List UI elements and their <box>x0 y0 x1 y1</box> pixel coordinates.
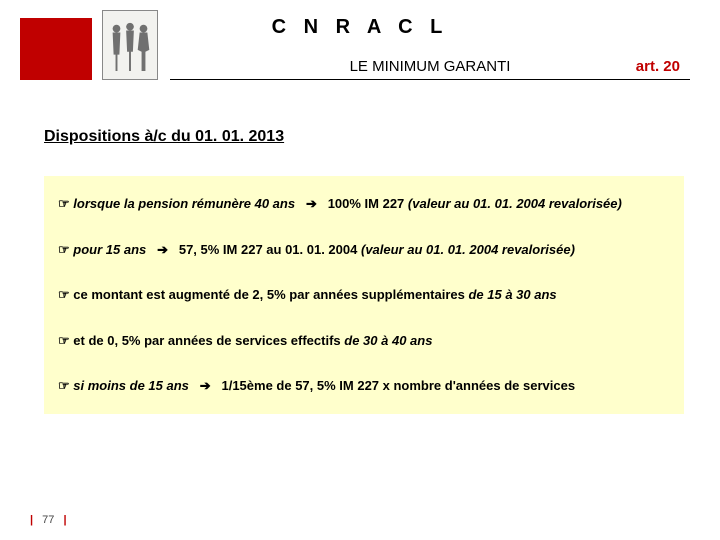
slide-footer: | 77 | <box>24 514 73 526</box>
bullet-tail: de 30 à 40 ans <box>344 333 432 348</box>
bullet-item: ☞ pour 15 ans ➔ 57, 5% IM 227 au 01. 01.… <box>58 240 670 260</box>
bullet-prefix: pour 15 ans <box>73 242 146 257</box>
footer-bar-icon: | <box>63 514 66 526</box>
bullet-item: ☞ et de 0, 5% par années de services eff… <box>58 331 670 351</box>
pointing-hand-icon: ☞ <box>58 196 70 211</box>
page-subtitle: LE MINIMUM GARANTI <box>350 58 511 75</box>
article-ref: art. 20 <box>636 58 680 75</box>
arrow-right-icon: ➔ <box>306 196 317 211</box>
bullet-tail: (valeur au 01. 01. 2004 revalorisée) <box>361 242 575 257</box>
pointing-hand-icon: ☞ <box>58 242 70 257</box>
pointing-hand-icon: ☞ <box>58 287 70 302</box>
arrow-right-icon: ➔ <box>200 378 211 393</box>
pointing-hand-icon: ☞ <box>58 333 70 348</box>
bullet-item: ☞ ce montant est augmenté de 2, 5% par a… <box>58 285 670 305</box>
bullet-tail: de 15 à 30 ans <box>468 287 556 302</box>
bullet-prefix: et de 0, 5% par années de services effec… <box>73 333 340 348</box>
bullet-suffix: 57, 5% IM 227 au 01. 01. 2004 <box>179 242 358 257</box>
arrow-right-icon: ➔ <box>157 242 168 257</box>
section-heading: Dispositions à/c du 01. 01. 2013 <box>44 128 284 146</box>
page-title: C N R A C L <box>0 16 720 39</box>
subtitle-row: LE MINIMUM GARANTI art. 20 <box>170 56 690 80</box>
bullet-item: ☞ lorsque la pension rémunère 40 ans ➔ 1… <box>58 194 670 214</box>
bullet-suffix: 100% IM 227 <box>328 196 405 211</box>
bullet-prefix: ce montant est augmenté de 2, 5% par ann… <box>73 287 465 302</box>
content-box: ☞ lorsque la pension rémunère 40 ans ➔ 1… <box>44 176 684 414</box>
pointing-hand-icon: ☞ <box>58 378 70 393</box>
footer-bar-icon: | <box>30 514 33 526</box>
bullet-tail: (valeur au 01. 01. 2004 revalorisée) <box>408 196 622 211</box>
bullet-item: ☞ si moins de 15 ans ➔ 1/15ème de 57, 5%… <box>58 376 670 396</box>
slide-header: C N R A C L LE MINIMUM GARANTI art. 20 <box>0 0 720 90</box>
bullet-suffix: 1/15ème de 57, 5% IM 227 x nombre d'anné… <box>221 378 575 393</box>
bullet-prefix: lorsque la pension rémunère 40 ans <box>73 196 295 211</box>
bullet-prefix: si moins de 15 ans <box>73 378 189 393</box>
page-number: 77 <box>42 514 54 526</box>
